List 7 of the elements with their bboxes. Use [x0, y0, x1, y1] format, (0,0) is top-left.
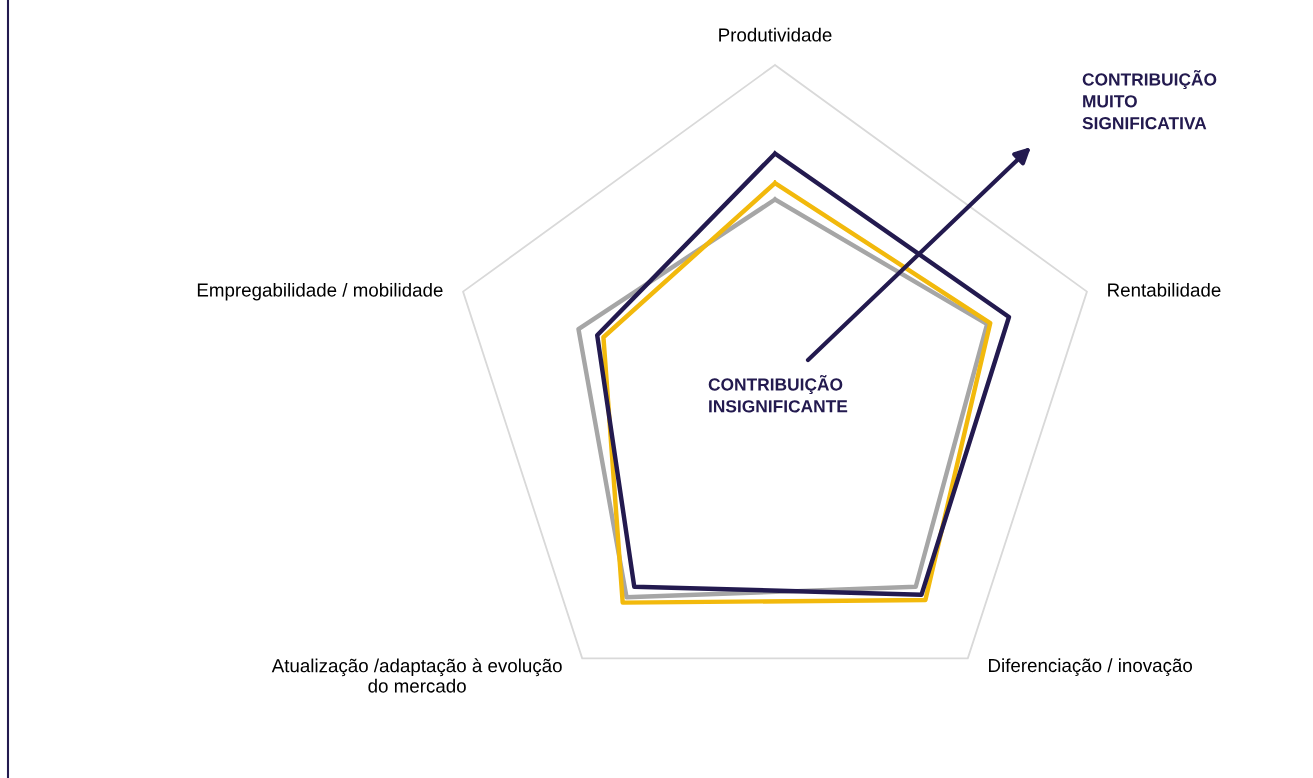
spoke-label: Diferenciação / inovação [989, 658, 1193, 676]
spoke-label: Rentabilidade [1108, 282, 1221, 297]
text: CONTRIBUIÇÃO MUITO SIGNIFICATIVA [1082, 70, 1217, 130]
spoke-label: Produtividade [719, 27, 832, 42]
spoke-label: Atualização /adaptação à evolução do mercado [271, 658, 562, 693]
spoke-label: Empregabilidade / mobilidade [197, 282, 443, 301]
text: CONTRIBUIÇÃO INSIGNIFICANTE [708, 375, 848, 413]
